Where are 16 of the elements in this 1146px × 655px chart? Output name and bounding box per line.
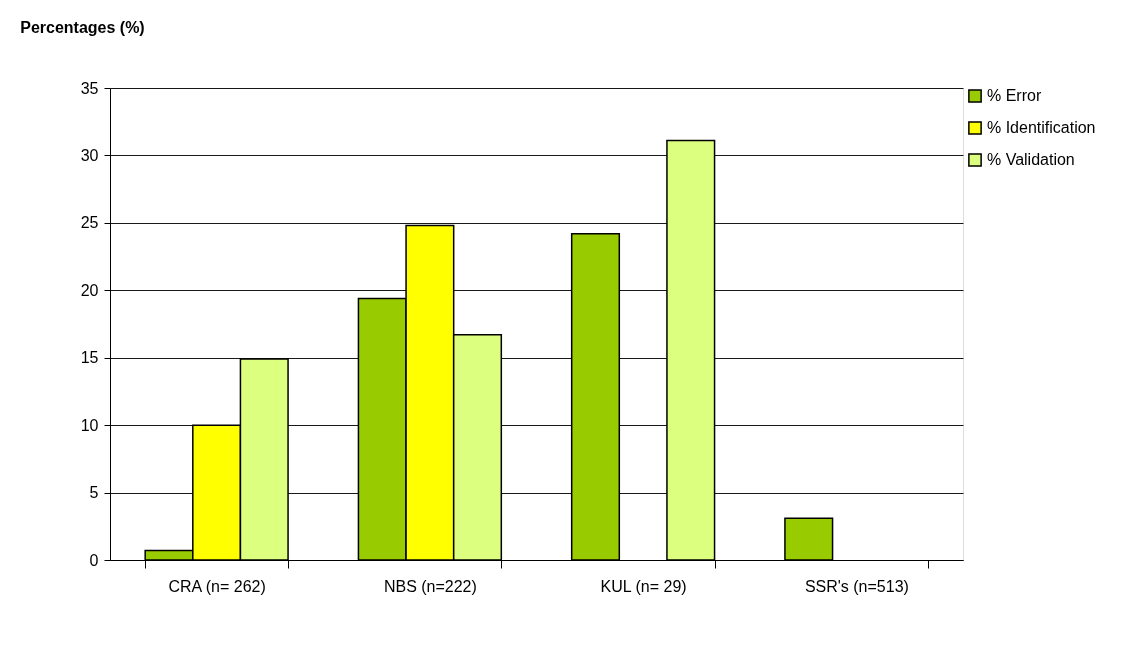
y-tick-label: 0 [89,551,99,569]
y-tick-label: 5 [89,484,99,502]
x-tick-label: KUL (n= 29) [600,577,687,595]
y-tick-label: 10 [80,416,99,434]
y-tick-label: 35 [80,79,99,97]
chart-title: Percentages (%) [20,19,145,36]
legend-label: % Error [987,87,1042,104]
legend-label: % Identification [987,119,1096,136]
y-tick-label: 30 [80,146,99,164]
y-tick-label: 25 [80,214,99,232]
y-tick-label: 20 [80,281,99,299]
legend-label: % Validation [987,151,1075,168]
x-tick-label: SSR's (n=513) [804,577,909,595]
x-tick-label: NBS (n=222) [383,577,477,595]
x-tick-label: CRA (n= 262) [168,577,266,595]
y-tick-label: 15 [80,349,99,367]
